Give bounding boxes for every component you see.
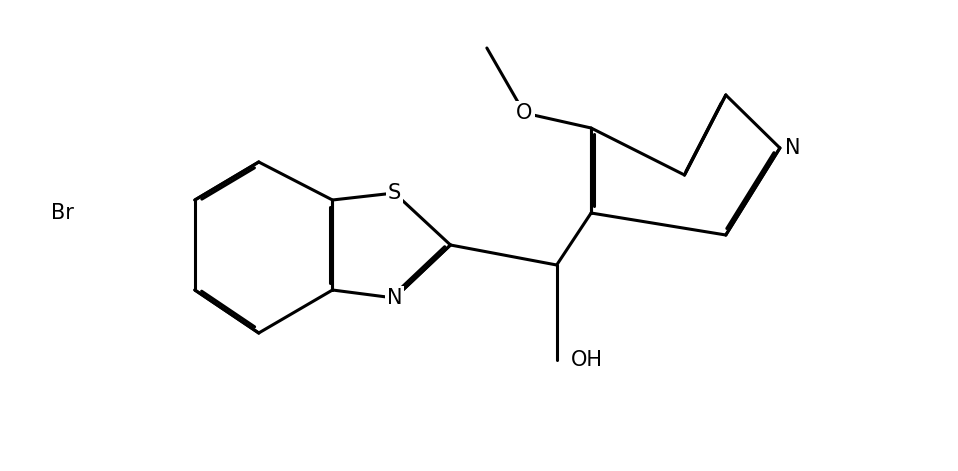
Text: Br: Br — [51, 203, 74, 223]
Text: N: N — [387, 288, 402, 308]
Text: N: N — [785, 138, 800, 158]
Text: OH: OH — [571, 350, 603, 370]
Text: S: S — [388, 183, 401, 203]
Text: O: O — [516, 103, 533, 123]
